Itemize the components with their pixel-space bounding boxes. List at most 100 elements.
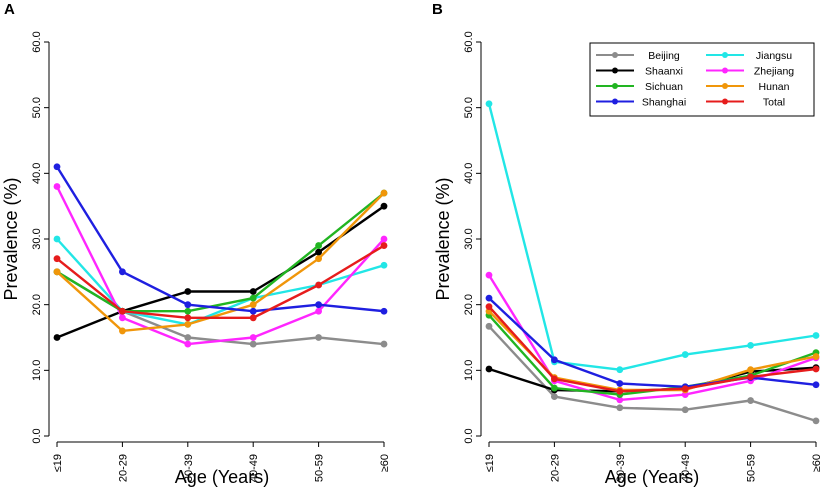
y-tick-label: 40.0 [463, 163, 475, 184]
legend-swatch-point [612, 83, 618, 89]
series-line-total [56, 244, 385, 319]
data-point-total [485, 303, 493, 311]
data-point-total [681, 385, 689, 393]
data-point-zhejiang [184, 340, 192, 348]
data-point-shanghai [616, 380, 624, 387]
data-point-total [551, 375, 558, 383]
y-tick-label: 10.0 [31, 360, 43, 381]
panel-a: A 0.0 10.0 20.0 30.0 40.0 50.0 60.0 ≤19 20-29 30-3… [1, 1, 391, 487]
data-point-total [812, 365, 820, 373]
legend-label: Shanghai [642, 97, 686, 109]
series-line-jiangsu [56, 238, 385, 326]
x-tick-label: 40-49 [680, 454, 692, 482]
legend-swatch-point [612, 52, 618, 58]
data-point-shanghai [485, 294, 493, 302]
legend: Beijing Jiangsu Shaanxi Zhejiang Sichuan Huna… [589, 42, 815, 117]
data-point-beijing [812, 417, 820, 425]
data-point-beijing [551, 393, 558, 400]
data-point-total [119, 307, 126, 315]
x-tick-label: 30-39 [615, 454, 627, 482]
series-line-sichuan [56, 192, 385, 313]
panel-letter: A [4, 1, 15, 18]
data-point-sichuan [249, 294, 257, 302]
data-point-beijing [485, 322, 493, 330]
data-point-jiangsu [747, 341, 754, 349]
data-point-shanghai [184, 301, 192, 309]
series-line-zhejiang [487, 274, 817, 402]
data-point-shanghai [315, 301, 322, 309]
y-tick-label: 0.0 [463, 428, 475, 443]
x-tick-label: 40-49 [248, 454, 260, 482]
data-point-jiangsu [53, 235, 61, 243]
legend-label: Beijing [648, 50, 680, 62]
data-point-hunan [812, 353, 820, 360]
legend-swatch-point [722, 98, 728, 105]
data-point-beijing [380, 340, 388, 348]
data-point-beijing [249, 340, 257, 348]
data-point-total [380, 242, 388, 249]
x-axis-label: Age (Years) [605, 467, 699, 487]
data-point-shaanxi [249, 288, 257, 295]
y-tick-label: 0.0 [31, 428, 43, 443]
data-point-shanghai [812, 381, 820, 389]
series-line-shaanxi [56, 205, 385, 339]
legend-label: Jiangsu [756, 50, 792, 62]
series-line-beijing [488, 325, 817, 423]
data-point-beijing [681, 406, 689, 414]
legend-swatch-point [722, 83, 728, 89]
data-point-sichuan [551, 384, 558, 392]
y-axis-label: Prevalence (%) [1, 177, 21, 300]
legend-swatch-point [612, 98, 618, 105]
data-point-zhejiang [485, 271, 493, 279]
legend-label: Total [763, 97, 785, 109]
panel-letter: B [432, 1, 443, 18]
data-point-jiangsu [681, 351, 689, 358]
data-point-shaanxi [53, 334, 61, 341]
data-point-sichuan [315, 242, 322, 249]
x-tick-label: ≥60 [379, 454, 391, 472]
data-point-shanghai [380, 307, 388, 315]
data-point-hunan [249, 301, 257, 309]
y-tick-label: 10.0 [463, 360, 475, 381]
series-line-total [488, 305, 817, 393]
data-point-shanghai [119, 268, 126, 276]
data-point-zhejiang [616, 396, 624, 404]
data-point-shaanxi [184, 288, 192, 295]
data-point-hunan [53, 268, 61, 276]
legend-label: Zhejiang [754, 66, 794, 78]
data-point-jiangsu [616, 366, 624, 374]
data-point-beijing [747, 397, 754, 404]
data-point-zhejiang [315, 307, 322, 315]
y-tick-label: 50.0 [463, 97, 475, 118]
data-point-shaanxi [315, 248, 322, 256]
y-tick-label: 20.0 [463, 294, 475, 315]
data-point-shanghai [551, 356, 558, 364]
data-point-hunan [184, 320, 192, 328]
x-tick-label: ≥60 [811, 454, 823, 472]
y-axis-label: Prevalence (%) [433, 177, 453, 300]
legend-swatch-point [722, 52, 728, 58]
legend-swatch-point [612, 67, 618, 74]
legend-label: Shaanxi [645, 66, 683, 78]
data-point-zhejiang [53, 183, 61, 190]
x-tick-label: 50-59 [746, 454, 758, 482]
y-tick-label: 60.0 [463, 31, 475, 52]
y-tick-label: 30.0 [31, 228, 43, 249]
data-point-total [249, 314, 257, 322]
data-point-hunan [380, 189, 388, 197]
data-point-sichuan [184, 307, 192, 315]
panel-b: B 0.0 10.0 20.0 30.0 40.0 50.0 60.0 ≤19 20-29 30-3… [432, 1, 823, 487]
x-tick-label: ≤19 [52, 454, 64, 472]
data-point-shaanxi [380, 202, 388, 210]
series-line-shanghai [55, 166, 385, 313]
x-tick-label: ≤19 [484, 454, 496, 472]
y-tick-label: 60.0 [31, 31, 43, 52]
data-point-hunan [747, 366, 754, 374]
data-point-hunan [315, 255, 322, 263]
data-point-total [747, 373, 754, 381]
data-point-hunan [119, 327, 126, 335]
series-line-zhejiang [55, 185, 385, 346]
y-tick-label: 30.0 [463, 228, 475, 249]
x-tick-label: 30-39 [183, 454, 195, 482]
